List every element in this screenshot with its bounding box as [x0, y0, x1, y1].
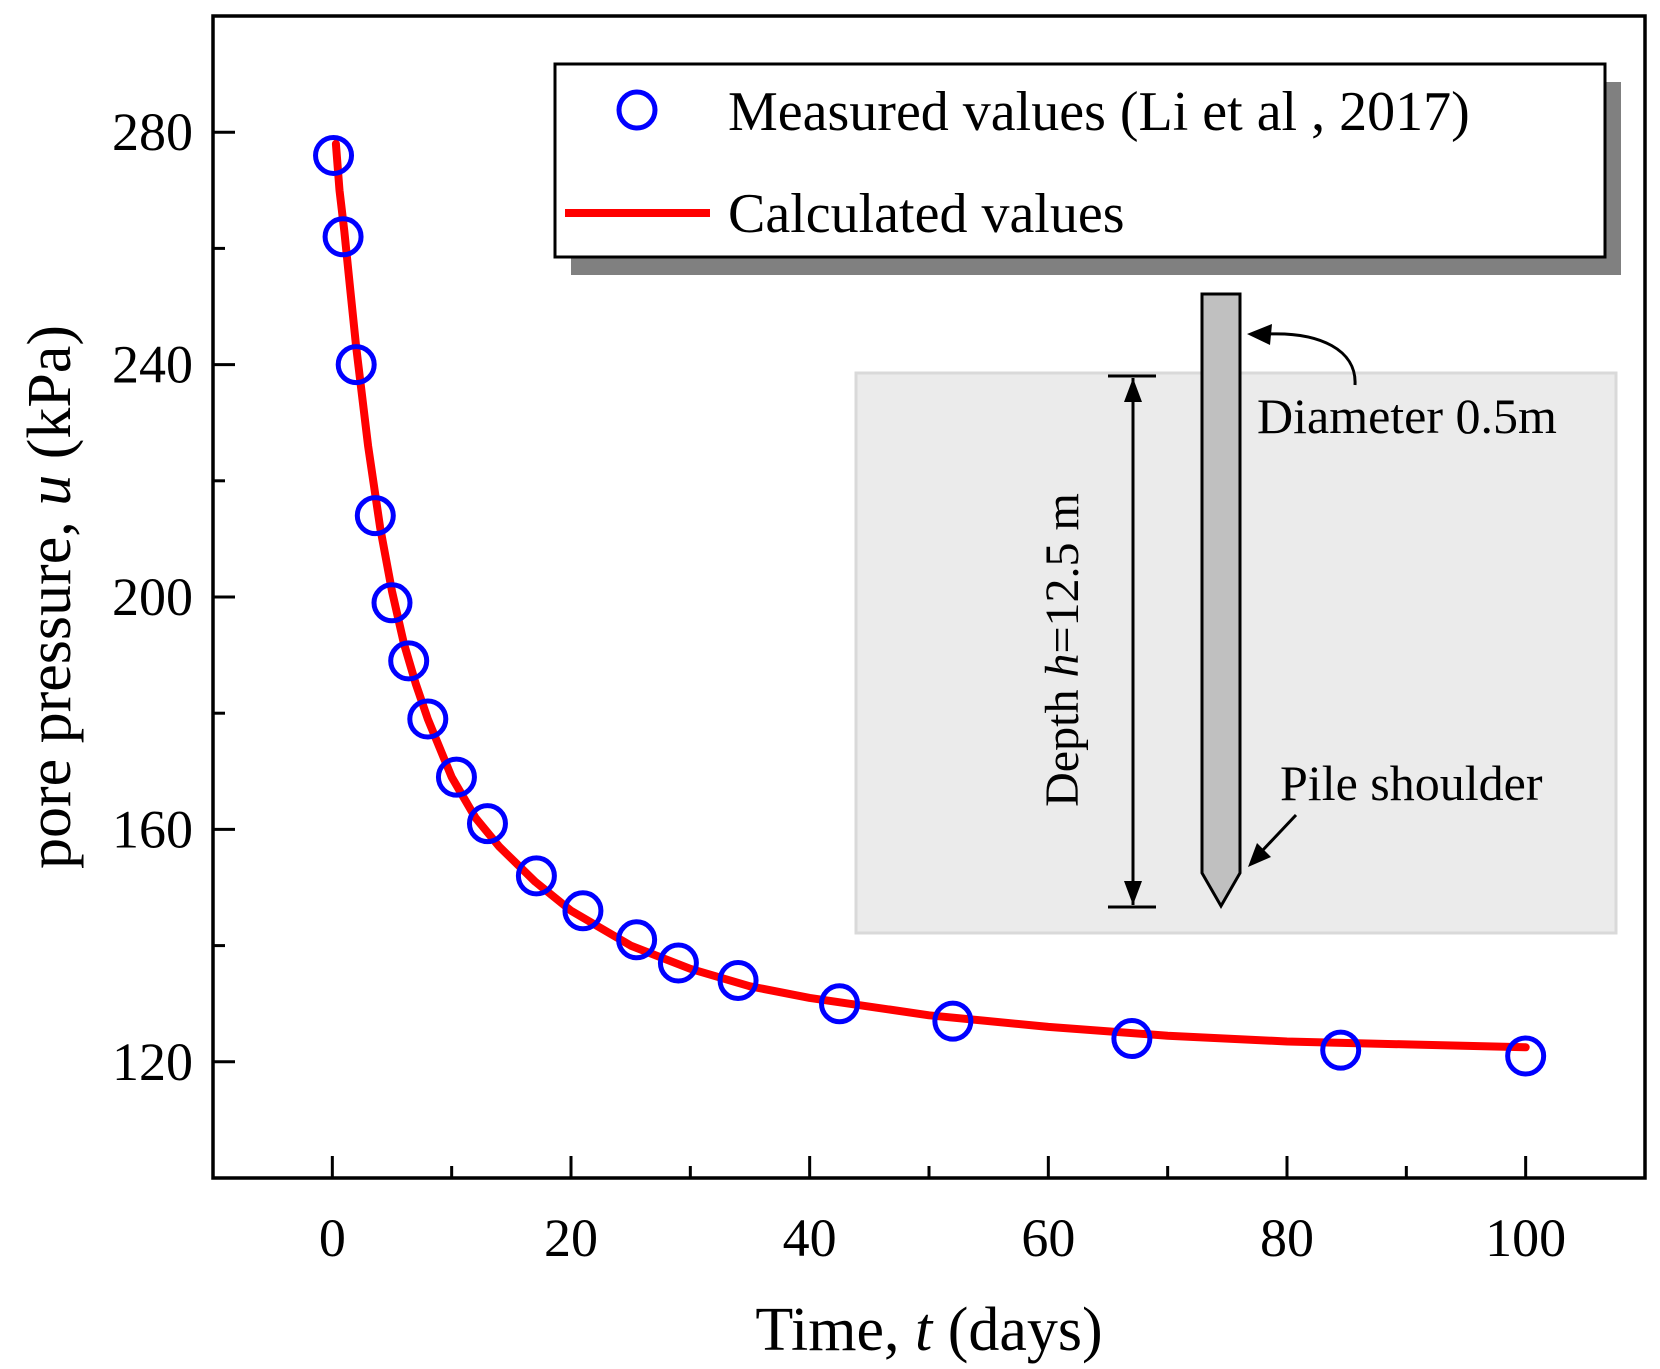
measured-point: [562, 890, 604, 932]
measured-point: [435, 756, 477, 798]
calculated-line: [331, 139, 1530, 1052]
diameter-label: Diameter 0.5m: [1257, 388, 1557, 444]
measured-point: [657, 942, 699, 984]
legend: Measured values (Li et al , 2017) Calcul…: [553, 62, 1621, 275]
y-tick-label: 240: [112, 335, 193, 395]
measured-point: [819, 983, 860, 1025]
legend-label-measured: Measured values (Li et al , 2017): [728, 81, 1470, 143]
y-tick-label: 120: [112, 1032, 193, 1092]
measured-point: [322, 216, 364, 258]
diameter-arrow-line: [1267, 332, 1357, 386]
measured-point: [335, 344, 377, 386]
measured-point: [388, 640, 430, 682]
x-tick-label: 0: [319, 1208, 346, 1268]
measured-point: [371, 582, 413, 624]
legend-marker-measured: [616, 89, 658, 131]
measured-point: [1505, 1035, 1547, 1077]
measured-point: [1320, 1029, 1362, 1071]
y-axis-title: pore pressure, u (kPa): [16, 325, 84, 869]
y-tick-label: 280: [112, 102, 193, 162]
x-tick-label: 80: [1260, 1208, 1314, 1268]
pile: [1200, 292, 1242, 910]
axis-ticks: 0 20 40 60 80 100 120 160 200 240 280: [112, 102, 1566, 1268]
inset-diagram: Depth h=12.5 m Diameter 0.5m Pile should…: [854, 292, 1618, 935]
shoulder-arrow-line: [1260, 813, 1298, 853]
depth-arrow-down: [1124, 881, 1142, 905]
x-tick-label: 20: [544, 1208, 598, 1268]
measured-point: [313, 134, 355, 176]
y-tick-label: 200: [112, 567, 193, 627]
legend-label-calculated: Calculated values: [728, 183, 1125, 245]
plot-frame: [211, 14, 1647, 1180]
x-axis-title: Time, t (days): [755, 1296, 1102, 1364]
legend-box: [553, 62, 1607, 259]
x-tick-label: 60: [1021, 1208, 1075, 1268]
measured-point: [354, 495, 396, 537]
diameter-arrow-head: [1247, 324, 1272, 345]
shoulder-arrow-head: [1248, 843, 1271, 867]
calculated-series: [331, 139, 1530, 1052]
depth-arrow-up: [1124, 378, 1142, 402]
x-tick-label: 40: [783, 1208, 837, 1268]
measured-series: [313, 134, 1547, 1077]
measured-point: [616, 919, 658, 961]
measured-point: [466, 803, 508, 845]
measured-point: [717, 959, 759, 1001]
measured-point: [515, 855, 557, 897]
depth-label: Depth h=12.5 m: [1036, 493, 1089, 807]
x-tick-label: 100: [1485, 1208, 1566, 1268]
y-tick-label: 160: [112, 799, 193, 859]
measured-point: [407, 698, 449, 740]
measured-point: [1111, 1018, 1153, 1060]
shoulder-label: Pile shoulder: [1280, 755, 1543, 811]
measured-point: [932, 1000, 974, 1042]
